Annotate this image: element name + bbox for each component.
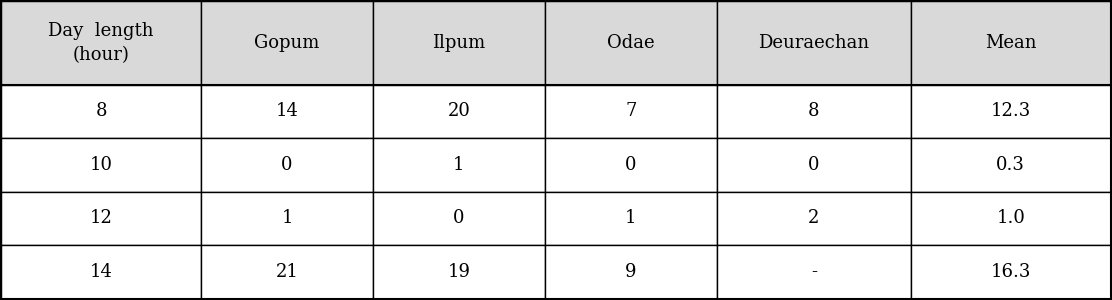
FancyBboxPatch shape [373, 85, 545, 138]
Text: 9: 9 [625, 263, 637, 281]
Text: 1: 1 [625, 209, 637, 227]
Text: 0: 0 [808, 156, 820, 174]
FancyBboxPatch shape [911, 2, 1111, 85]
FancyBboxPatch shape [717, 192, 911, 245]
FancyBboxPatch shape [911, 138, 1111, 192]
Text: Day  length
(hour): Day length (hour) [49, 22, 153, 64]
FancyBboxPatch shape [373, 2, 545, 85]
FancyBboxPatch shape [545, 192, 717, 245]
Text: Deuraechan: Deuraechan [758, 34, 870, 52]
FancyBboxPatch shape [911, 192, 1111, 245]
Text: 0: 0 [281, 156, 292, 174]
Text: 14: 14 [90, 263, 112, 281]
FancyBboxPatch shape [1, 245, 201, 298]
FancyBboxPatch shape [911, 245, 1111, 298]
Text: 21: 21 [276, 263, 298, 281]
Text: 1.0: 1.0 [996, 209, 1025, 227]
FancyBboxPatch shape [545, 85, 717, 138]
FancyBboxPatch shape [1, 192, 201, 245]
FancyBboxPatch shape [201, 85, 373, 138]
Text: 12.3: 12.3 [991, 102, 1031, 120]
Text: 2: 2 [808, 209, 820, 227]
Text: -: - [811, 263, 817, 281]
FancyBboxPatch shape [911, 85, 1111, 138]
Text: 10: 10 [90, 156, 112, 174]
Text: 20: 20 [447, 102, 470, 120]
Text: Odae: Odae [607, 34, 655, 52]
Text: 8: 8 [96, 102, 107, 120]
FancyBboxPatch shape [373, 245, 545, 298]
FancyBboxPatch shape [545, 245, 717, 298]
Text: 0: 0 [625, 156, 637, 174]
Text: 12: 12 [90, 209, 112, 227]
FancyBboxPatch shape [717, 2, 911, 85]
Text: 1: 1 [281, 209, 292, 227]
Text: Gopum: Gopum [255, 34, 320, 52]
FancyBboxPatch shape [717, 138, 911, 192]
Text: 19: 19 [447, 263, 470, 281]
FancyBboxPatch shape [373, 138, 545, 192]
FancyBboxPatch shape [373, 192, 545, 245]
Text: Mean: Mean [985, 34, 1036, 52]
FancyBboxPatch shape [201, 192, 373, 245]
Text: 14: 14 [276, 102, 298, 120]
Text: 16.3: 16.3 [991, 263, 1031, 281]
FancyBboxPatch shape [1, 2, 201, 85]
FancyBboxPatch shape [201, 2, 373, 85]
FancyBboxPatch shape [1, 138, 201, 192]
FancyBboxPatch shape [717, 245, 911, 298]
FancyBboxPatch shape [1, 85, 201, 138]
FancyBboxPatch shape [545, 138, 717, 192]
FancyBboxPatch shape [201, 245, 373, 298]
Text: 7: 7 [625, 102, 636, 120]
Text: 8: 8 [808, 102, 820, 120]
FancyBboxPatch shape [545, 2, 717, 85]
Text: 0.3: 0.3 [996, 156, 1025, 174]
Text: 0: 0 [454, 209, 465, 227]
FancyBboxPatch shape [717, 85, 911, 138]
Text: Ilpum: Ilpum [433, 34, 486, 52]
Text: 1: 1 [454, 156, 465, 174]
FancyBboxPatch shape [201, 138, 373, 192]
